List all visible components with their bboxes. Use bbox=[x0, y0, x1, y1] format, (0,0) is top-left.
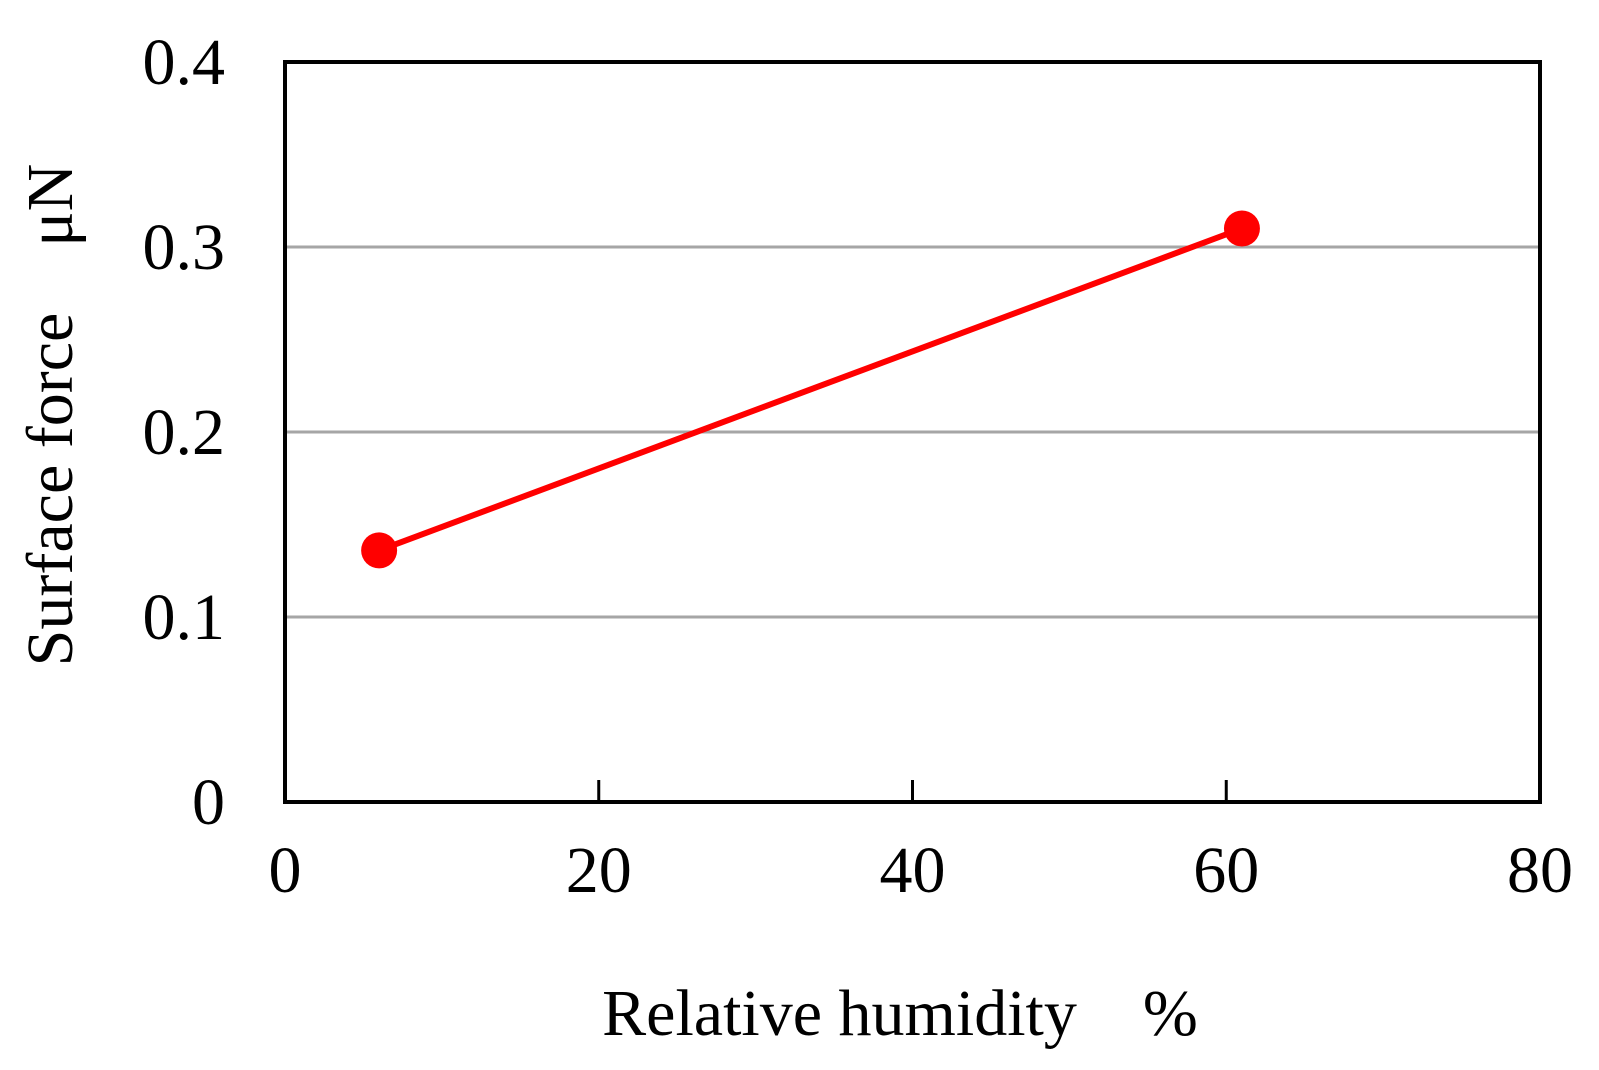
y-tick-label: 0 bbox=[192, 766, 225, 839]
x-axis-ticks bbox=[597, 780, 1228, 802]
x-tick-label: 40 bbox=[880, 834, 946, 907]
plot-area-frame bbox=[283, 60, 1542, 804]
y-axis-tick-labels: 0 0.1 0.2 0.3 0.4 bbox=[143, 26, 226, 839]
data-point bbox=[361, 532, 398, 569]
series-line bbox=[378, 225, 1243, 554]
x-tick-label: 60 bbox=[1193, 834, 1259, 907]
x-axis-tick-labels: 0 20 40 60 80 bbox=[269, 834, 1574, 907]
y-tick-label: 0.4 bbox=[143, 26, 226, 99]
x-tick-label: 80 bbox=[1507, 834, 1573, 907]
y-tick-label: 0.1 bbox=[143, 581, 226, 654]
x-axis-title: Relative humidity % bbox=[602, 977, 1198, 1050]
y-tick-label: 0.3 bbox=[143, 211, 226, 284]
series-layer bbox=[361, 210, 1260, 569]
data-point bbox=[1223, 210, 1260, 247]
x-tick-label: 0 bbox=[269, 834, 302, 907]
y-axis-title: Surface force μN bbox=[14, 164, 87, 667]
gridlines bbox=[285, 245, 1540, 619]
y-tick-label: 0.2 bbox=[143, 396, 226, 469]
x-tick-label: 20 bbox=[566, 834, 632, 907]
